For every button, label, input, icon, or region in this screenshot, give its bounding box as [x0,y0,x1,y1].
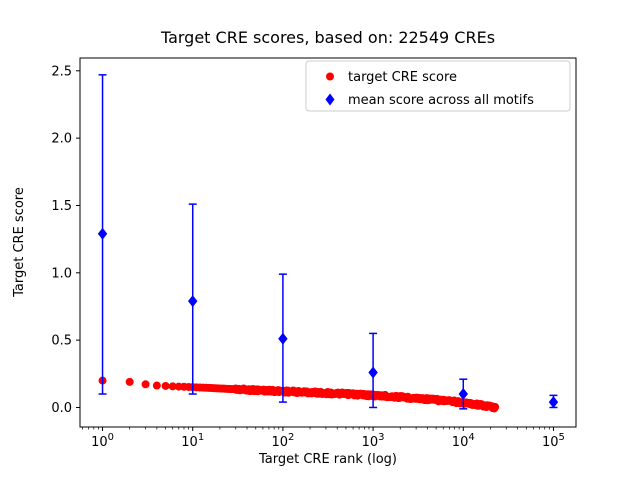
chart-title: Target CRE scores, based on: 22549 CREs [160,28,495,47]
red-point [141,380,150,389]
x-tick-label: 105 [542,432,565,450]
y-tick-label: 0.5 [51,334,72,349]
red-point [125,377,134,386]
legend-label-mean-score: mean score across all motifs [348,93,534,108]
y-axis: 0.0 0.5 1.0 1.5 2.0 2.5 [51,64,80,416]
red-point [168,382,177,391]
legend-frame [305,60,571,112]
x-tick-label: 103 [362,432,385,450]
legend: target CRE score mean score across all m… [305,60,571,112]
red-point [161,381,170,390]
y-tick-label: 1.5 [51,199,72,214]
x-tick-label: 101 [181,432,204,450]
legend-marker-circle-icon [326,72,334,81]
x-axis: 100 101 102 103 104 105 [82,427,565,450]
y-tick-label: 2.5 [51,64,72,79]
blue-point [278,332,288,345]
x-tick-label: 104 [452,432,475,450]
blue-point [368,366,378,379]
x-axis-label: Target CRE rank (log) [258,452,397,467]
axes-box [79,57,577,428]
red-point [491,402,500,411]
y-tick-label: 1.0 [51,266,72,281]
blue-point [188,295,198,308]
blue-point [97,227,108,240]
blue-point [548,396,559,409]
blue-point [458,388,468,401]
red-point [152,381,161,390]
x-tick-label: 102 [271,432,294,450]
y-tick-label: 2.0 [51,132,72,147]
legend-marker-diamond-icon [325,93,335,106]
y-tick-label: 0.0 [51,401,72,416]
y-axis-label: Target CRE score [12,187,27,298]
x-tick-label: 100 [91,432,114,450]
legend-label-target-cre-score: target CRE score [348,70,457,85]
series-mean-score [97,74,559,410]
